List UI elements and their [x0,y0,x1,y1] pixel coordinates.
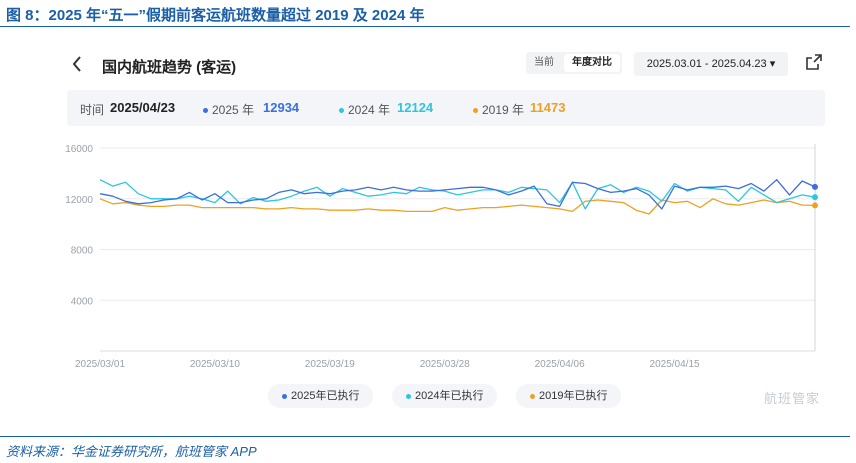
time-label: 时间 [80,103,105,117]
tab-yearly-compare[interactable]: 年度对比 [564,54,620,72]
series-line [99,179,816,210]
end-point [812,183,818,190]
info-bar: 时间 2025/04/23 2025 年 12934 2024 年 12124 … [67,90,825,126]
y-tick-label: 16000 [65,144,93,155]
series-line [99,198,816,215]
legend-2019[interactable]: 2019年已执行 [516,384,622,408]
top-divider [0,26,850,27]
share-icon[interactable] [806,54,822,70]
x-tick-label: 2025/03/10 [190,359,240,370]
info-2024-value: 12124 [397,100,434,115]
info-2019-value: 11473 [530,100,566,115]
info-2025-value: 12934 [263,100,300,115]
x-tick-label: 2025/03/19 [305,359,355,370]
bottom-divider [0,436,850,437]
y-tick-label: 8000 [71,246,94,257]
series-line [99,179,816,210]
info-2025-label: 2025 年 [203,101,254,118]
y-tick-label: 12000 [65,195,93,206]
watermark-logo: 航班管家 [764,391,821,406]
legend-dot-icon [473,108,478,114]
legend-2024[interactable]: 2024年已执行 [392,384,498,408]
date-range-select[interactable]: 2025.03.01 - 2025.04.23 ▾ [634,52,788,76]
legend-dot-icon [530,393,535,399]
x-tick-label: 2025/04/06 [535,359,585,370]
y-tick-label: 4000 [71,296,94,307]
x-tick-label: 2025/03/01 [75,359,125,370]
time-value: 2025/04/23 [110,100,176,115]
end-point [812,194,818,201]
x-tick-label: 2025/03/28 [420,359,470,370]
legend-dot-icon [282,393,287,399]
end-point [812,202,818,209]
x-tick-label: 2025/04/15 [650,359,700,370]
legend-dot-icon [339,108,344,114]
figure-title: 图 8：2025 年“五一”假期前客运航班数量超过 2019 及 2024 年 [6,7,425,24]
tab-current[interactable]: 当前 [534,57,554,68]
legend-dot-icon [203,108,208,114]
legend-dot-icon [406,393,411,399]
mode-toggle: 当前 年度对比 [526,52,622,74]
legend-2025[interactable]: 2025年已执行 [268,384,374,408]
app-header: 国内航班趋势 (客运) 当前 年度对比 2025.03.01 - 2025.04… [66,50,832,80]
chevron-left-icon[interactable] [70,54,86,74]
page-title: 国内航班趋势 (客运) [102,59,237,76]
source-note: 资料来源：华金证券研究所，航班管家 APP [6,444,257,459]
info-2019-label: 2019 年 [473,101,524,118]
info-2024-label: 2024 年 [339,101,390,118]
